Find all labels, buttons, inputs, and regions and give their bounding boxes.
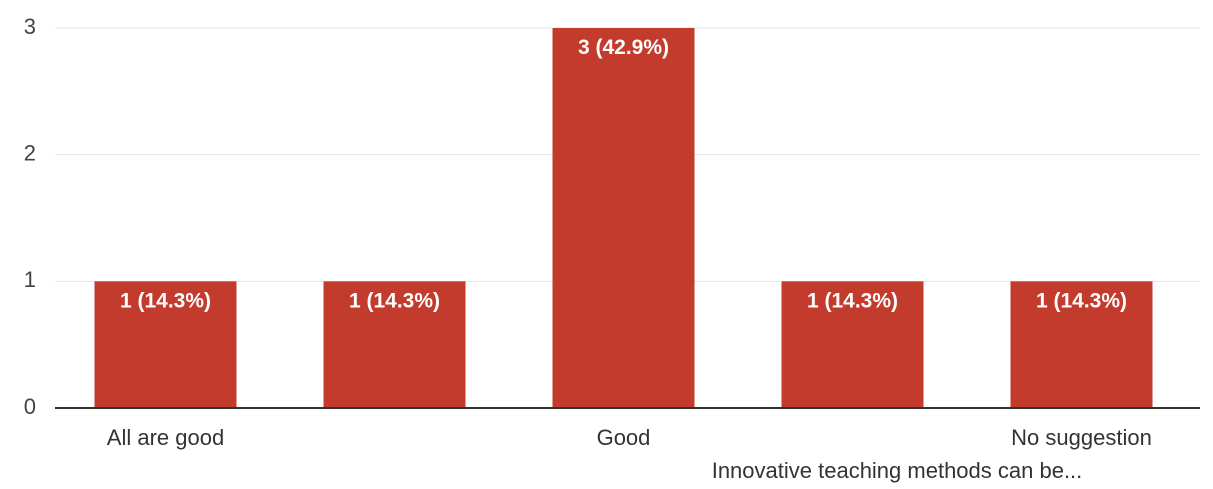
bar	[781, 281, 924, 408]
bar-data-label: 1 (14.3%)	[349, 289, 440, 312]
y-tick-label: 1	[24, 267, 36, 292]
data-labels: 1 (14.3%) 1 (14.3%) 3 (42.9%) 1 (14.3%) 1 (1…	[120, 36, 1127, 312]
y-tick-label: 2	[24, 140, 36, 165]
bar	[94, 281, 237, 408]
y-tick-label: 0	[24, 394, 36, 419]
bar	[323, 281, 466, 408]
bar-data-label: 1 (14.3%)	[807, 289, 898, 312]
bar	[552, 28, 695, 408]
bar-data-label: 1 (14.3%)	[1036, 289, 1127, 312]
x-category-label: All are good	[107, 425, 224, 450]
x-category-label: No suggestion	[1011, 425, 1152, 450]
bar-data-label: 3 (42.9%)	[578, 36, 669, 59]
y-tick-label: 3	[24, 14, 36, 39]
bars	[94, 28, 1153, 408]
x-axis-categories: All are good Good No suggestion Innovative …	[107, 425, 1152, 483]
x-category-label-staggered: Innovative teaching methods can be...	[712, 458, 1083, 483]
bar-data-label: 1 (14.3%)	[120, 289, 211, 312]
y-axis-ticks: 0 1 2 3	[24, 14, 36, 419]
x-category-label: Good	[597, 425, 651, 450]
bar	[1010, 281, 1153, 408]
